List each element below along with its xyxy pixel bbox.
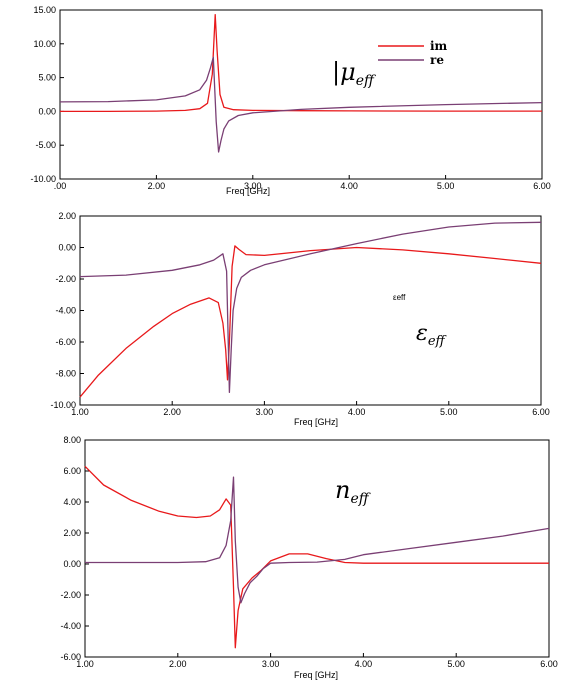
math-annotation: εeff [416,321,448,349]
x-tick-label: 2.00 [148,181,166,191]
math-annotation: neff [335,476,371,507]
plot-frame [79,215,542,406]
y-tick-label: -5.00 [35,140,56,150]
series-line-re [59,56,543,153]
series-line-purple [79,221,542,394]
y-tick-label: 0.00 [38,106,56,116]
y-tick-label: -4.00 [60,621,81,631]
plot-frame [84,439,550,658]
y-tick-label: 0.00 [63,559,81,569]
y-tick-label: -2.00 [55,274,76,284]
plot-frame [59,9,543,180]
chart-panel-3: 8.00 6.00 4.00 2.00 0.00 -2.00 -4.00 -6.001.00 2… [60,435,557,680]
y-tick-label: -10.00 [30,174,56,184]
x-tick-label: 5.00 [437,181,455,191]
y-tick-label: 8.00 [63,435,81,445]
y-tick-label: -6.00 [55,337,76,347]
math-annotation: |μeff [332,58,376,89]
x-axis-label: Freq [GHz] [226,186,270,196]
x-axis-label: Freq [GHz] [294,417,338,427]
x-tick-label: 5.00 [447,659,465,669]
x-axis-label: Freq [GHz] [294,670,338,680]
x-tick-label: 4.00 [355,659,373,669]
series-line-im [60,14,542,113]
y-tick-label: -6.00 [60,652,81,662]
series-line-purple [85,476,550,604]
x-tick-label: 3.00 [244,181,262,191]
x-tick-label: 6.00 [533,181,551,191]
y-tick-label: 15.00 [33,5,56,15]
x-tick-label: .00 [54,181,67,191]
small-label: εeff [393,293,406,302]
y-tick-label: -4.00 [55,306,76,316]
x-tick-label: 4.00 [340,181,358,191]
x-tick-label: 3.00 [262,659,280,669]
x-tick-label: 5.00 [440,407,458,417]
y-tick-label: -8.00 [55,369,76,379]
y-tick-label: 0.00 [58,243,76,253]
x-tick-label: 6.00 [532,407,550,417]
y-tick-label: 2.00 [63,528,81,538]
y-tick-label: 5.00 [38,73,56,83]
chart-panel-2: 2.00 0.00 -2.00 -4.00 -6.00 -8.00 -10.001.00 2.… [50,211,549,427]
legend-label-re: re [430,53,444,67]
y-tick-label: 6.00 [63,466,81,476]
x-tick-label: 1.00 [76,659,94,669]
x-tick-label: 1.00 [71,407,89,417]
chart-panel-1: 15.00 10.00 5.00 0.00 -5.00 -10.00.00 2.00 3.00… [30,5,550,196]
y-tick-label: 10.00 [33,39,56,49]
y-tick-label: 4.00 [63,497,81,507]
x-tick-label: 2.00 [169,659,187,669]
y-tick-label: -2.00 [60,590,81,600]
x-tick-label: 2.00 [163,407,181,417]
x-tick-label: 3.00 [256,407,274,417]
series-line-red [84,465,549,649]
x-tick-label: 6.00 [540,659,558,669]
series-line-red [79,245,542,398]
legend-label-im: im [430,39,448,53]
y-tick-label: -10.00 [50,400,76,410]
x-tick-label: 4.00 [348,407,366,417]
y-tick-label: 2.00 [58,211,76,221]
